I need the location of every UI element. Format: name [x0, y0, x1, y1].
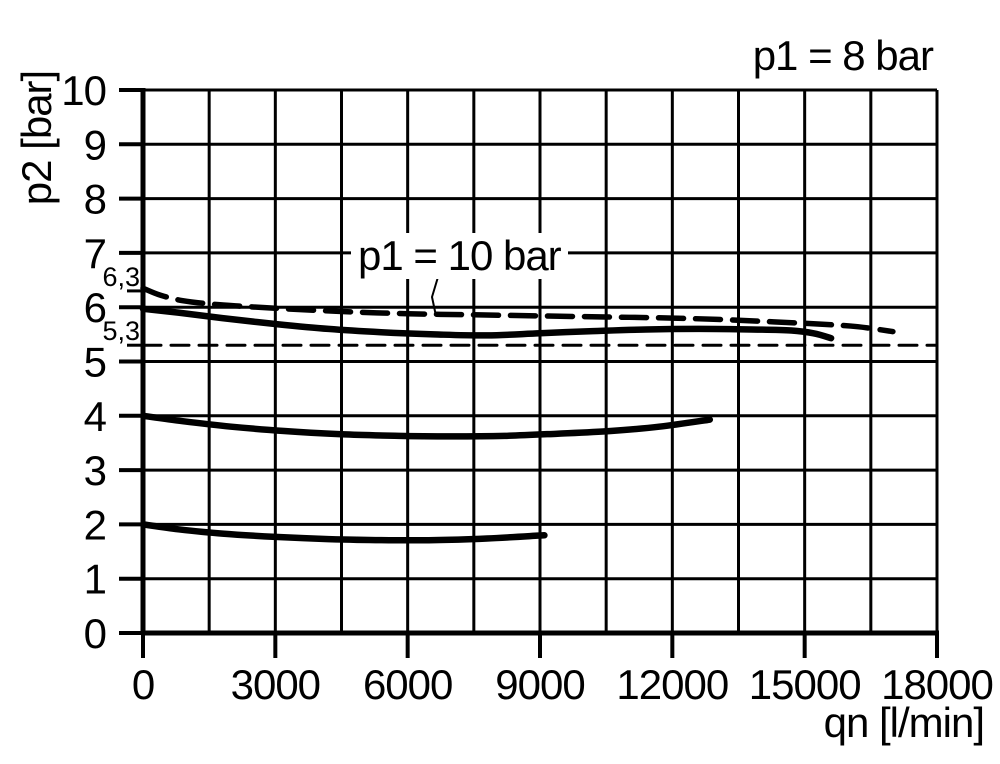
y-extra-tick-label: 6,3: [102, 262, 140, 292]
annotation-leader: [430, 276, 439, 317]
x-tick-label: 9000: [495, 661, 584, 708]
condition-label: p1 = 8 bar: [752, 32, 934, 79]
y-ticks: 0 1 2 3 4 5 6 7 8 9 10: [61, 67, 143, 657]
y-tick-label: 1: [84, 556, 106, 603]
x-tick-label: 0: [132, 661, 154, 708]
series-p1-10-bar-curve: [140, 285, 896, 335]
y-tick-label: 3: [84, 447, 106, 494]
curve-annotation-label: p1 = 10 bar: [351, 233, 568, 279]
y-tick-label: 7: [84, 230, 106, 277]
y-axis-title: p2 [bar]: [13, 70, 60, 206]
y-tick-label: 0: [84, 610, 106, 657]
y-tick-label: 10: [61, 67, 106, 114]
grid-lines: [141, 88, 939, 635]
x-tick-label: 15000: [749, 661, 861, 708]
series-setpoint-4-bar-curve: [139, 412, 714, 440]
y-tick-label: 8: [84, 176, 106, 223]
x-tick-label: 18000: [881, 661, 993, 708]
x-axis-title: qn [l/min]: [823, 699, 985, 746]
annotation-leader-line: [430, 276, 439, 317]
y-tick-label: 9: [84, 121, 106, 168]
series-p1-8-bar-setpoint-6-bar-curve: [139, 305, 835, 342]
series-setpoint-2-bar-curve: [139, 521, 548, 544]
y-tick-label: 2: [84, 501, 106, 548]
y-tick-label: 6: [84, 284, 106, 331]
y-extra-ticks: 6,3 5,3: [102, 262, 143, 347]
x-tick-label: 12000: [616, 661, 728, 708]
y-tick-label: 4: [84, 393, 107, 440]
x-tick-label: 3000: [231, 661, 320, 708]
y-extra-tick-label: 5,3: [102, 316, 140, 346]
x-tick-label: 6000: [363, 661, 452, 708]
y-tick-label: 5: [84, 339, 106, 386]
x-ticks: 0 3000 6000 9000 12000 15000 18000: [132, 633, 994, 708]
